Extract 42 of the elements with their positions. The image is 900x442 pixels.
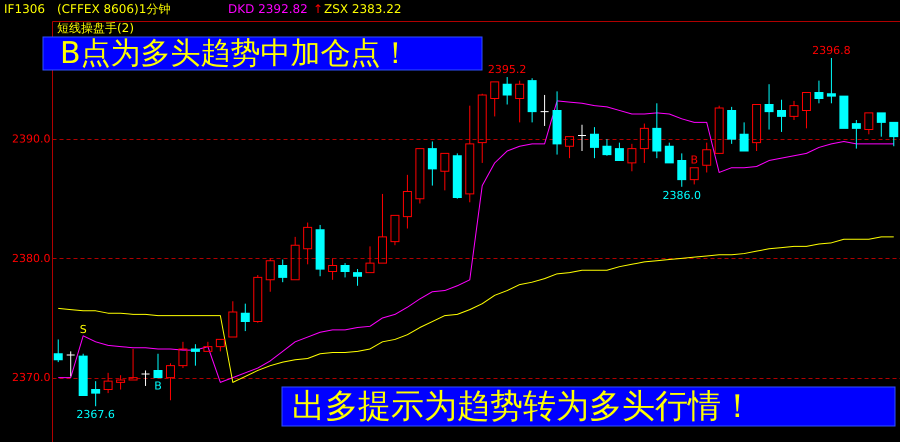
text: DKD 2392.82 [228,2,308,16]
text: ZSX 2383.22 [324,2,402,16]
candlestick [240,303,250,332]
candlestick [502,76,512,105]
y-tick-label: 2380.0 [12,252,50,265]
text: ↑ [313,2,324,16]
candlestick [640,123,649,164]
annotation: 2367.6 [76,408,115,422]
candlestick [552,90,562,156]
candlestick [590,126,599,159]
line-series [58,236,894,383]
candlestick [764,84,774,130]
annotation: 短线操盘手(2) [57,21,134,35]
candlestick [814,80,824,104]
candlestick [578,124,586,152]
candlestick [402,174,412,230]
candlestick [328,258,338,280]
annotation: 2396.8 [812,44,851,57]
candlestick [116,374,126,390]
candlestick [652,102,662,159]
candlestick [465,105,474,203]
candlestick [91,380,100,407]
candlestick [826,57,836,104]
annotation: B点为多头趋势中加仓点！ [60,36,411,71]
annotation: B [690,154,698,167]
candlestick [777,99,786,132]
candlestick [677,152,686,188]
line-series [58,100,894,383]
text: (CFFEX 8606)1分钟 [57,2,170,16]
annotation: B [154,380,162,393]
candlestick [540,94,550,126]
candlestick [702,142,712,173]
candlestick [428,140,437,186]
y-tick-label: 2390.0 [12,132,50,146]
annotation: 出多提示为趋势转为多头行情！ [292,386,754,425]
annotation: S [80,322,87,336]
annotation: 2386.0 [662,188,702,202]
annotation: 2395.2 [488,63,526,76]
candlestick [303,222,312,265]
candlestick [190,344,200,366]
y-tick-label: 2370.0 [12,371,50,384]
text: IF1306 [4,2,45,16]
